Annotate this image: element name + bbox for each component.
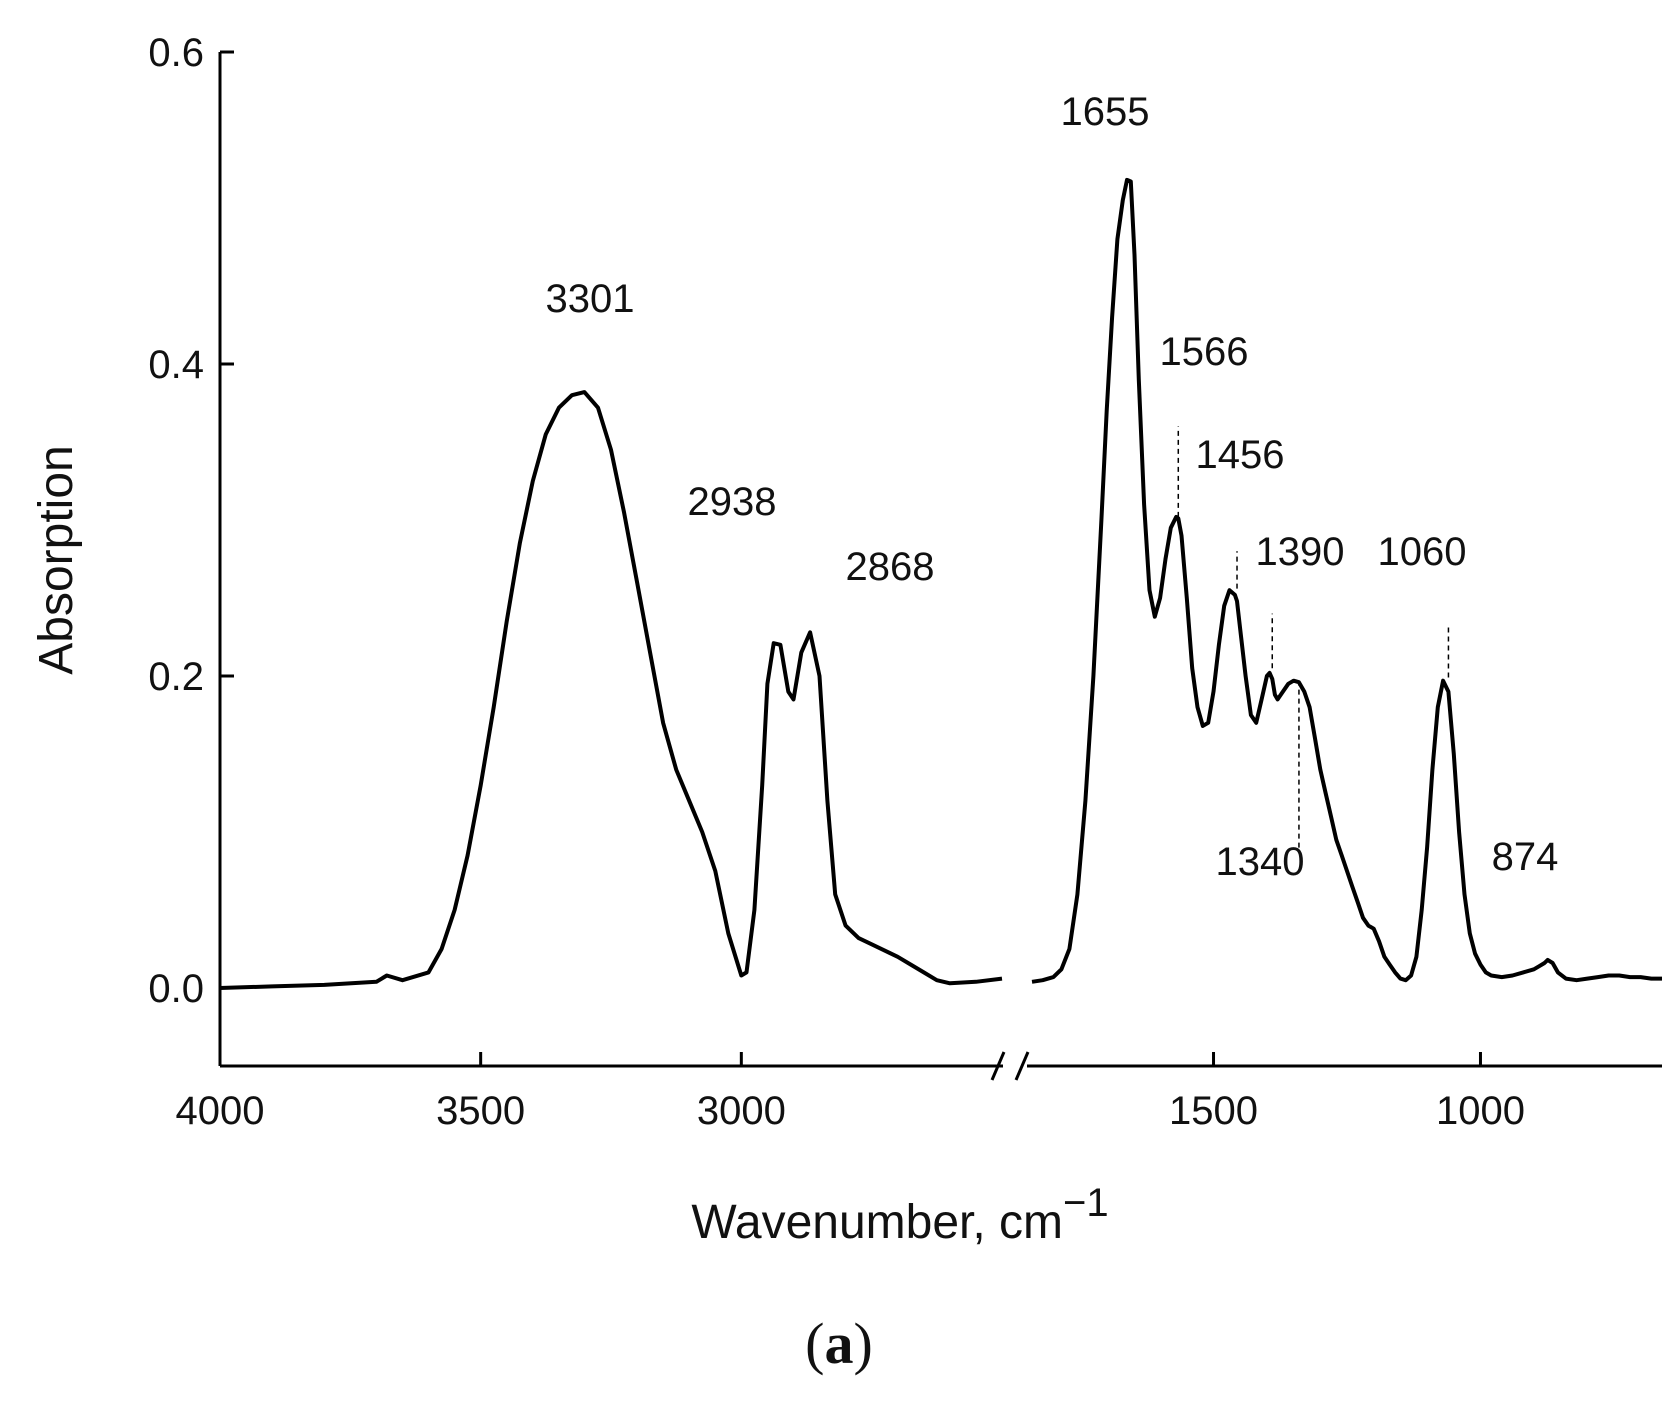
chart-axes bbox=[218, 52, 1662, 1081]
panel-label-letter: a bbox=[824, 1311, 854, 1376]
peak-label: 1566 bbox=[1160, 330, 1249, 374]
peak-label: 3301 bbox=[546, 277, 635, 321]
chart-series bbox=[219, 177, 1662, 990]
x-tick-label: 1000 bbox=[1436, 1089, 1525, 1133]
spectrum-line bbox=[219, 390, 1003, 990]
x-tick-label: 4000 bbox=[176, 1089, 265, 1133]
y-axis-title: Absorption bbox=[30, 445, 83, 674]
x-tick-label: 3000 bbox=[697, 1089, 786, 1133]
peak-label: 1456 bbox=[1196, 433, 1285, 477]
y-tick-label: 0.0 bbox=[148, 967, 204, 1011]
y-tick-label: 0.2 bbox=[148, 655, 204, 699]
x-axis-title-superscript: −1 bbox=[1063, 1181, 1109, 1225]
peak-label: 2938 bbox=[688, 480, 777, 524]
peak-label: 1655 bbox=[1061, 90, 1150, 134]
peak-label: 874 bbox=[1492, 835, 1559, 879]
chart-ticks: 0.0 0.2 0.4 0.6 4000 3500 3000 1500 1000 bbox=[148, 31, 1525, 1133]
x-axis-title: Wavenumber, cm−1 bbox=[691, 1181, 1108, 1249]
peak-label: 1060 bbox=[1378, 530, 1467, 574]
axis-break-mark bbox=[990, 1051, 1006, 1081]
peak-label: 1340 bbox=[1216, 840, 1305, 884]
x-axis-title-text: Wavenumber, cm bbox=[691, 1196, 1063, 1249]
panel-label: (a) bbox=[805, 1311, 873, 1376]
peak-label: 1390 bbox=[1256, 530, 1345, 574]
x-tick-label: 1500 bbox=[1169, 1089, 1258, 1133]
y-tick-label: 0.4 bbox=[148, 343, 204, 387]
axis-break-mark bbox=[1014, 1051, 1030, 1081]
y-tick-label: 0.6 bbox=[148, 31, 204, 75]
spectrum-line bbox=[1031, 177, 1662, 984]
chart-annotations: 3301 2938 2868 1655 1566 1456 1390 1340 1060 874 bbox=[546, 90, 1559, 884]
peak-label: 2868 bbox=[846, 545, 935, 589]
x-tick-label: 3500 bbox=[436, 1089, 525, 1133]
